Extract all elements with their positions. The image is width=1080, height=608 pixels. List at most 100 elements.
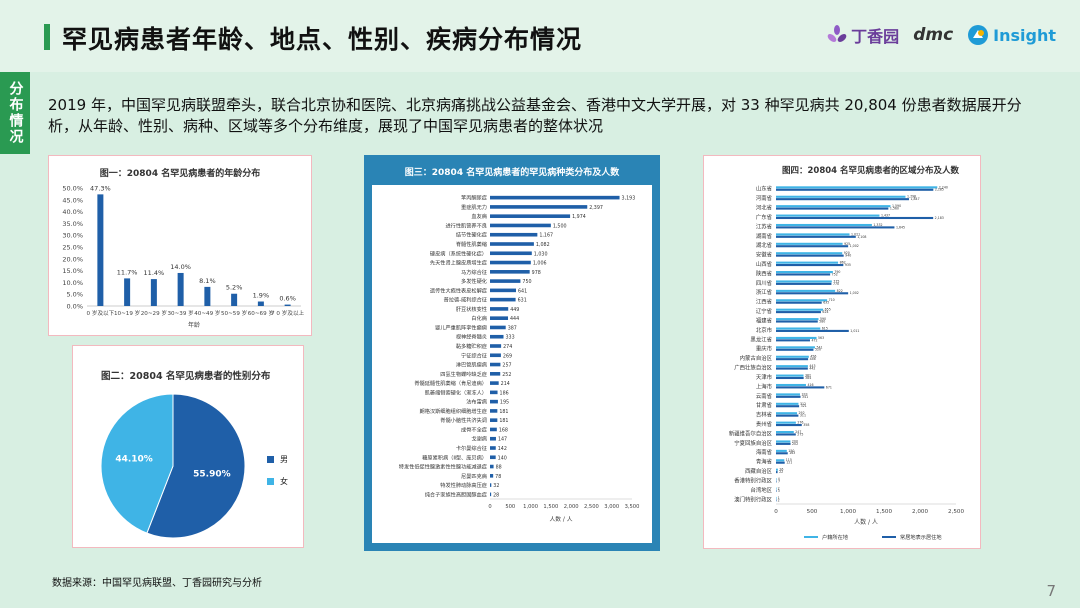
disease-bar <box>490 409 498 413</box>
legend-female: 女 <box>267 476 288 487</box>
region-bar <box>776 365 808 368</box>
region-category-label: 澳门特别行政区 <box>734 495 772 503</box>
disease-category-label: 糖原累积病（Ⅱ型、庞贝病） <box>422 453 487 461</box>
region-data-label: 321 <box>801 404 807 408</box>
disease-data-label: 1,500 <box>553 223 567 229</box>
region-data-label: 624 <box>822 310 828 314</box>
title-accent-bar <box>44 24 50 50</box>
age-data-label: 14.0% <box>170 263 191 271</box>
disease-data-label: 978 <box>532 270 541 276</box>
region-bar <box>776 367 808 370</box>
region-category-label: 西藏自治区 <box>745 467 773 475</box>
region-category-label: 江苏省 <box>756 222 773 230</box>
region-bar <box>776 440 791 443</box>
region-bar <box>776 205 891 208</box>
region-legend-label: 户籍所在地 <box>822 533 848 541</box>
region-data-label: 563 <box>818 336 824 340</box>
region-x-axis-label: 人数 / 人 <box>854 518 878 526</box>
region-bar <box>776 405 800 408</box>
header-bar <box>0 0 1080 72</box>
region-data-label: 1,002 <box>850 291 859 295</box>
region-data-label: 1,645 <box>896 225 905 229</box>
region-category-label: 安徽省 <box>756 251 773 259</box>
region-category-label: 吉林省 <box>756 411 773 419</box>
disease-bar <box>490 288 517 293</box>
region-data-label: 200 <box>792 439 798 443</box>
age-xtick-label: 7 0 岁及以上 <box>271 309 304 317</box>
region-bar <box>776 336 817 339</box>
age-ytick-label: 35.0% <box>62 220 83 228</box>
page-number: 7 <box>1046 582 1056 600</box>
region-bar <box>776 329 849 332</box>
gender-chart-title: 图二：20804 名罕见病患者的性别分布 <box>101 371 271 382</box>
disease-data-label: 181 <box>499 409 508 415</box>
region-bar <box>776 402 799 405</box>
region-data-label: 382 <box>805 374 811 378</box>
age-xtick-label: 60~69 岁 <box>248 309 274 317</box>
disease-category-label: 肝豆状核变性 <box>456 305 487 313</box>
region-chart-panel: 图四：20804 名罕见病患者的区域分布及人数 山东省 2,240 2,185 河南省… <box>703 155 981 549</box>
age-bar <box>124 278 131 306</box>
disease-category-label: 硬皮病（系统性硬化症） <box>430 249 487 257</box>
disease-bar <box>490 344 502 348</box>
region-category-label: 天津市 <box>756 373 773 381</box>
disease-category-label: 尼曼匹克病 <box>461 472 487 480</box>
pie-slice-female <box>100 393 174 534</box>
age-bar <box>150 279 157 306</box>
disease-bar <box>490 353 501 358</box>
region-data-label: 26 <box>779 468 783 472</box>
age-xtick-label: 0 岁及以下 <box>87 309 115 317</box>
region-data-label: 752 <box>832 272 838 276</box>
region-data-label: 1,847 <box>910 197 919 201</box>
disease-data-label: 1,167 <box>539 233 553 239</box>
disease-category-label: 白化病 <box>471 314 487 322</box>
disease-category-label: 特发性肺动脉高压症 <box>440 481 487 489</box>
region-xtick-label: 500 <box>807 509 818 515</box>
disease-bar <box>490 436 496 441</box>
region-bar <box>776 496 777 499</box>
disease-category-label: 视神经脊髓炎 <box>456 333 487 341</box>
disease-category-label: 普拉德-威利综合征 <box>444 296 487 304</box>
legend-male: 男 <box>267 454 288 465</box>
region-data-label: 312 <box>800 402 806 406</box>
intro-paragraph: 2019 年，中国罕见病联盟牵头，联合北京协和医院、北京病痛挑战公益基金会、香港… <box>48 96 1022 135</box>
region-xtick-label: 1,500 <box>876 509 892 515</box>
age-ytick-label: 15.0% <box>62 267 83 275</box>
region-bar <box>776 245 849 248</box>
region-data-label: 3 <box>778 489 780 493</box>
region-data-label: 443 <box>809 364 815 368</box>
region-bar <box>776 442 791 445</box>
region-data-label: 1,108 <box>857 235 866 239</box>
region-data-label: 416 <box>807 383 813 387</box>
region-bar <box>776 195 906 198</box>
region-bar <box>776 478 777 481</box>
disease-data-label: 1,974 <box>572 214 586 220</box>
region-data-label: 940 <box>845 254 851 258</box>
region-data-label: 2,240 <box>939 185 948 189</box>
disease-data-label: 274 <box>503 344 512 350</box>
region-data-label: 472 <box>811 338 817 342</box>
region-data-label: 2,185 <box>935 188 944 192</box>
disease-bar <box>490 464 494 469</box>
region-data-label: 920 <box>844 251 850 255</box>
region-data-label: 163 <box>789 451 795 455</box>
region-bar <box>776 452 788 455</box>
region-data-label: 1,011 <box>850 329 859 333</box>
region-bar <box>776 374 804 377</box>
disease-bar <box>490 270 530 274</box>
disease-data-label: 88 <box>496 465 502 471</box>
disease-bar <box>490 399 498 404</box>
disease-category-label: 先天性肾上腺皮质增生症 <box>430 259 487 267</box>
disease-data-label: 195 <box>500 400 509 406</box>
region-bar <box>776 320 818 323</box>
region-category-label: 广东省 <box>756 213 773 221</box>
disease-category-label: 四氢生物蝶呤缺乏症 <box>440 370 487 378</box>
region-data-label: 2 <box>778 498 780 502</box>
region-category-label: 江西省 <box>756 298 773 306</box>
section-tag: 分布情况 <box>0 72 30 154</box>
disease-data-label: 181 <box>499 418 508 424</box>
disease-data-label: 186 <box>500 390 509 396</box>
region-category-label: 新疆维吾尔自治区 <box>729 429 773 437</box>
region-category-label: 上海市 <box>756 382 773 390</box>
